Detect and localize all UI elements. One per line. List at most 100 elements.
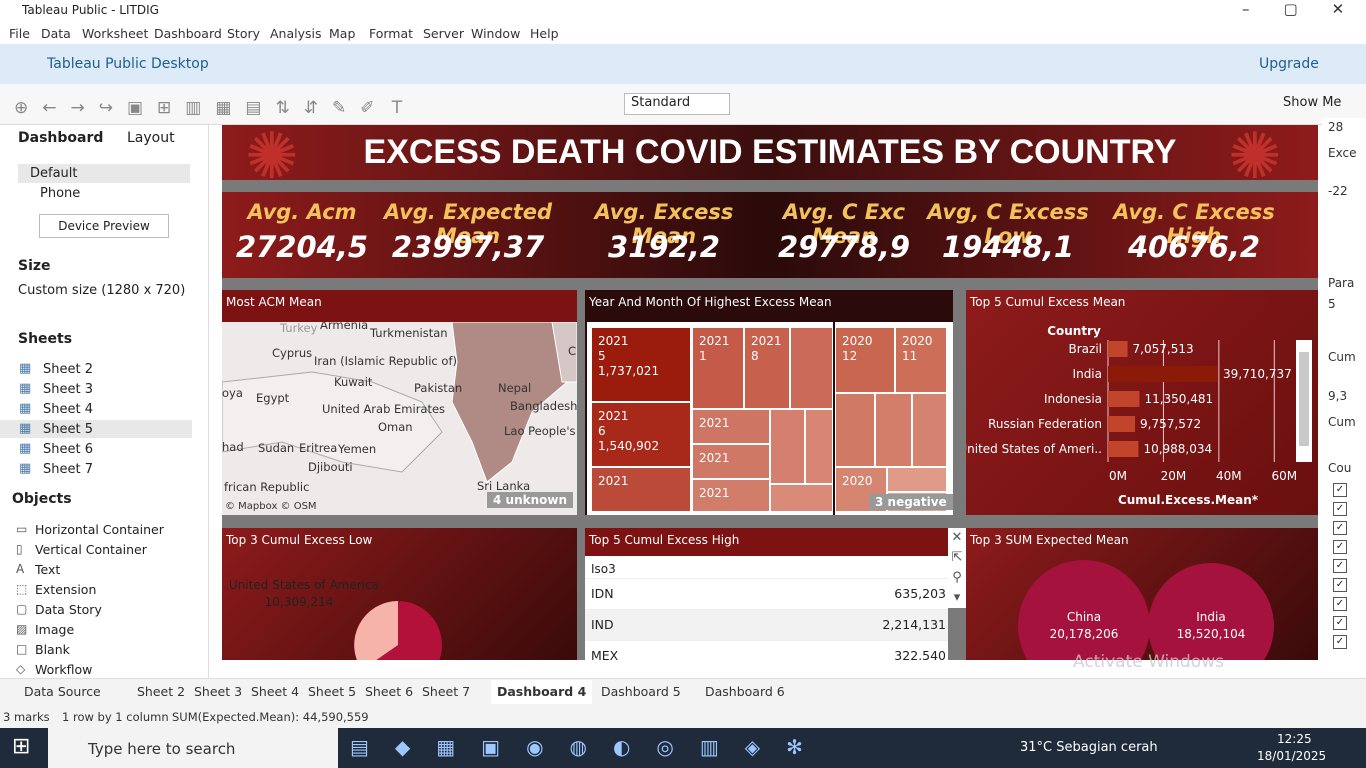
sidebar-tab[interactable]: Layout: [127, 130, 175, 146]
device-preview-button[interactable]: Device Preview: [39, 214, 169, 238]
treemap-cell[interactable]: 2021 5 1,737,021: [591, 327, 691, 402]
device[interactable]: Phone: [40, 186, 81, 201]
filter-checkbox[interactable]: ✓: [1333, 597, 1347, 611]
treemap-cell[interactable]: [805, 409, 833, 484]
object-item[interactable]: Blank: [35, 642, 70, 657]
sheet-tab[interactable]: Sheet 4: [251, 684, 300, 699]
table-row[interactable]: [585, 609, 948, 641]
menu-item[interactable]: Window: [471, 26, 521, 41]
menu-item[interactable]: Worksheet: [82, 26, 149, 41]
menu-item[interactable]: Data: [41, 26, 71, 41]
table-row[interactable]: [585, 640, 948, 660]
size-value[interactable]: Custom size (1280 x 720): [18, 283, 186, 298]
treemap-cell[interactable]: [770, 409, 805, 484]
negative-badge[interactable]: 3 negative: [869, 494, 953, 510]
sheet-tab[interactable]: Sheet 7: [422, 684, 471, 699]
sheet-tab[interactable]: Sheet 5: [308, 684, 357, 699]
bar: [1108, 341, 1128, 357]
fit-value: Standard: [631, 95, 691, 110]
sidebar-tab[interactable]: Dashboard: [18, 130, 104, 146]
sheet-tab[interactable]: Dashboard 6: [705, 684, 785, 699]
sheet-tab[interactable]: Sheet 3: [194, 684, 243, 699]
sheet-tab[interactable]: Sheet 6: [365, 684, 414, 699]
search-box[interactable]: [48, 728, 338, 768]
sheet-item[interactable]: Sheet 3: [43, 382, 93, 397]
status-text: SUM(Expected.Mean): 44,590,559: [172, 710, 369, 724]
object-item[interactable]: Horizontal Container: [35, 522, 164, 537]
menu-item[interactable]: Help: [530, 26, 559, 41]
filter-checkbox[interactable]: ✓: [1333, 578, 1347, 592]
treemap-cell[interactable]: 2021: [692, 409, 770, 444]
treemap-cell[interactable]: 2021 6 1,540,902: [591, 402, 691, 467]
treemap-cell[interactable]: 2020 12: [835, 327, 895, 393]
treemap-cell[interactable]: [912, 393, 947, 467]
taskbar-apps[interactable]: ▤◆▦▣◉◍◐◎▥◈✻: [350, 735, 829, 759]
window-controls[interactable]: –▢✕: [1242, 0, 1366, 18]
object-item[interactable]: Workflow: [35, 662, 93, 677]
table-cell: 2,214,131: [882, 617, 946, 632]
toolbar-icons[interactable]: ⊕←→↪▣⊞▥▦▤⇅⇵✎✐Ｔ: [14, 98, 420, 118]
filter-checkbox[interactable]: ✓: [1333, 616, 1347, 630]
treemap-cell[interactable]: [835, 393, 875, 467]
treemap-cell[interactable]: 2021: [692, 479, 770, 512]
object-item[interactable]: Data Story: [35, 602, 102, 617]
bubble-label: India: [1196, 610, 1226, 624]
menu-item[interactable]: File: [9, 26, 30, 41]
filter-checkbox[interactable]: ✓: [1333, 540, 1347, 554]
sheet-tab[interactable]: Dashboard 5: [601, 684, 681, 699]
table-row[interactable]: [585, 578, 948, 610]
bar: [1108, 391, 1140, 407]
sheet-item[interactable]: Sheet 6: [43, 442, 93, 457]
menu-item[interactable]: Story: [227, 26, 261, 41]
map-label: Yemen: [338, 442, 377, 456]
filter-checkbox[interactable]: ✓: [1333, 521, 1347, 535]
start-button[interactable]: ⊞: [12, 734, 31, 759]
treemap-cell[interactable]: [875, 393, 912, 467]
menu-item[interactable]: Format: [369, 26, 414, 41]
weather[interactable]: 31°C Sebagian cerah: [1020, 740, 1158, 755]
treemap-cell[interactable]: [887, 467, 947, 492]
sheet-tab[interactable]: Dashboard 4: [491, 680, 593, 704]
sheet-tab[interactable]: Data Source: [24, 684, 101, 699]
filter-checkbox[interactable]: ✓: [1333, 502, 1347, 516]
sheet-tab[interactable]: Sheet 2: [137, 684, 186, 699]
object-item[interactable]: Vertical Container: [35, 542, 147, 557]
y-tick-label: United States of Ameri..: [966, 442, 1102, 456]
treemap-pane: Year And Month Of Highest Excess Mean 20…: [585, 290, 953, 515]
upgrade-link[interactable]: Upgrade: [1259, 56, 1319, 72]
kpi-label: Avg. Excess Mean: [594, 200, 734, 248]
object-item[interactable]: Image: [35, 622, 75, 637]
filter-checkbox[interactable]: ✓: [1333, 483, 1347, 497]
device[interactable]: Default: [30, 166, 78, 181]
treemap-cell[interactable]: [770, 484, 833, 512]
treemap-cell[interactable]: 2020 11: [895, 327, 947, 393]
show-me[interactable]: Show Me: [1283, 95, 1342, 110]
fit-dropdown[interactable]: [624, 93, 730, 115]
sheet-item[interactable]: Sheet 5: [43, 422, 93, 437]
filter-checkbox[interactable]: ✓: [1333, 635, 1347, 649]
device-row[interactable]: [18, 164, 190, 183]
object-item[interactable]: Text: [35, 562, 61, 577]
kpi-value: 27204,5: [235, 230, 369, 264]
treemap-cell[interactable]: 2020: [835, 467, 887, 512]
pane-controls[interactable]: ✕ ⇱ ⚲ ▾: [948, 528, 966, 608]
status-bar: [0, 706, 1366, 728]
treemap-cell[interactable]: 2021 1: [692, 327, 744, 409]
selected-row[interactable]: [0, 420, 192, 438]
menu-item[interactable]: Analysis: [270, 26, 322, 41]
treemap-cell[interactable]: [790, 327, 833, 409]
menu-item[interactable]: Map: [329, 26, 356, 41]
bar-chart: Country 0M 20M 40M 60M Brazil 7,057,513 India 39…: [966, 324, 1312, 507]
filter-checkbox[interactable]: ✓: [1333, 559, 1347, 573]
treemap-cell[interactable]: 2021: [692, 444, 770, 479]
object-item[interactable]: Extension: [35, 582, 97, 597]
treemap-cell[interactable]: 2021 8: [744, 327, 790, 409]
treemap-cell[interactable]: 2021: [591, 467, 691, 512]
unknown-badge[interactable]: 4 unknown: [487, 492, 574, 508]
menu-item[interactable]: Server: [423, 26, 464, 41]
sheet-item[interactable]: Sheet 2: [43, 362, 93, 377]
sheet-icon: ▦: [19, 361, 32, 376]
menu-item[interactable]: Dashboard: [154, 26, 222, 41]
sheet-item[interactable]: Sheet 7: [43, 462, 93, 477]
sheet-item[interactable]: Sheet 4: [43, 402, 93, 417]
